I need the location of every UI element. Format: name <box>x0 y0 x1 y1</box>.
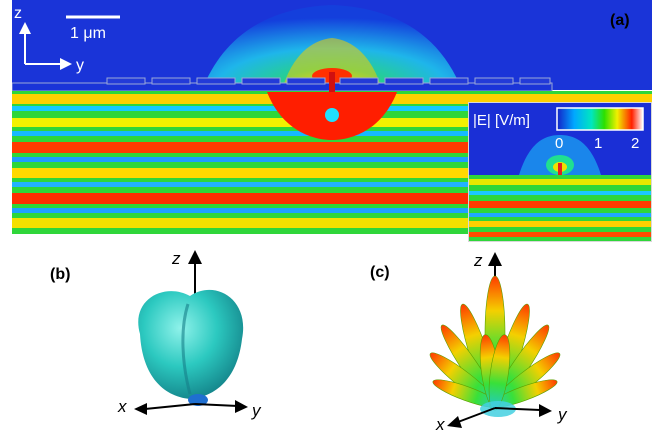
grating-teeth <box>106 77 551 85</box>
colorbar-title: |E| [V/m] <box>473 112 530 129</box>
inset-field-map: |E| [V/m] 0 1 2 <box>468 102 652 242</box>
coordinate-axes <box>19 22 72 70</box>
multi-lobe-pattern-c <box>429 275 561 411</box>
axis-y-label: y <box>76 57 84 74</box>
dipole-emitter <box>329 72 335 92</box>
grating-surface <box>12 82 553 92</box>
inset-emitter <box>558 163 562 179</box>
colorbar-tick-2: 2 <box>631 135 639 152</box>
axis-z-label-b: z <box>171 249 181 268</box>
radiation-pattern-b: z x y <box>117 249 262 420</box>
axis-y-label-c: y <box>557 405 568 424</box>
axis-x-label-c: x <box>435 415 445 434</box>
radiation-pattern-c: z x y <box>429 251 568 434</box>
colorbar-tick-0: 0 <box>555 135 563 152</box>
colorbar-tick-1: 1 <box>594 135 602 152</box>
axis-z-label-c: z <box>473 251 483 270</box>
panel-a-label: (a) <box>610 12 630 29</box>
axis-x-label-b: x <box>117 397 127 416</box>
axis-y-label-b: y <box>251 401 262 420</box>
panel-b-label: (b) <box>50 266 71 283</box>
scale-bar-label: 1 μm <box>70 25 106 42</box>
radiation-lobe-inner <box>282 38 382 90</box>
axis-z-label: z <box>14 5 22 22</box>
panel-c-label: (c) <box>370 264 390 281</box>
dipole-lobe-b <box>138 289 244 399</box>
colorbar <box>556 107 644 131</box>
emitter-dot <box>325 108 339 122</box>
